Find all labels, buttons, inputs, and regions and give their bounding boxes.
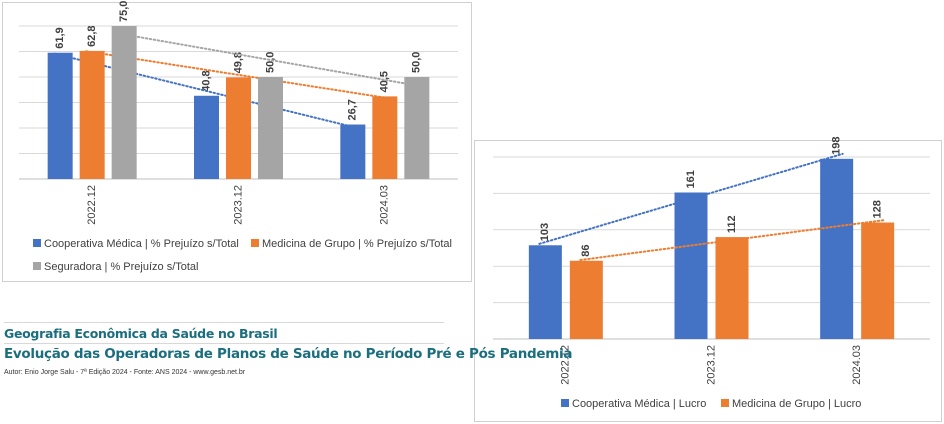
legend-swatch [251, 239, 259, 247]
x-tick-label: 2024.03 [379, 185, 391, 225]
trendline [538, 152, 844, 245]
x-tick-label: 2023.12 [232, 185, 244, 225]
data-label: 26,7 [347, 99, 359, 120]
data-label: 40,5 [379, 71, 391, 92]
data-label: 103 [539, 223, 551, 241]
legend-swatch [33, 262, 41, 270]
x-tick-label: 2022.12 [560, 345, 572, 385]
data-label: 62,8 [86, 25, 98, 46]
data-label: 50,0 [264, 52, 276, 73]
bar [111, 26, 137, 179]
bar [258, 77, 283, 179]
data-label: 161 [685, 170, 697, 188]
data-label: 49,8 [232, 52, 244, 73]
bar [715, 237, 749, 339]
trendline [53, 52, 360, 130]
bar [340, 124, 366, 179]
trendline [117, 32, 424, 88]
legend-entry: Cooperativa Médica | % Prejuízo s/Total [44, 238, 239, 250]
legend-entry: Seguradora | % Prejuízo s/Total [44, 261, 199, 273]
legend-swatch [561, 399, 569, 407]
bar [528, 245, 562, 339]
bar [194, 95, 219, 179]
legend-swatch [33, 239, 41, 247]
bar [569, 260, 603, 339]
chart-lucro-panel: 103 161 198 86 112 128 2022.12 2023.12 2024.03 Co… [474, 136, 942, 422]
caption-top-rule [4, 322, 444, 323]
x-tick-label: 2024.03 [851, 345, 863, 385]
legend-swatch [721, 399, 729, 407]
trendline [85, 50, 392, 100]
caption-title: Geografia Econômica da Saúde no Brasil [4, 326, 278, 341]
chart-prejuizo: 61,9 40,8 26,7 62,8 49,8 40,5 75,0 50,0 50,0 2022… [19, 1, 458, 273]
chart-prejuizo-panel: 61,9 40,8 26,7 62,8 49,8 40,5 75,0 50,0 50,0 2022… [2, 1, 472, 282]
x-tick-label: 2022.12 [86, 185, 98, 225]
data-label: 61,9 [54, 27, 66, 48]
caption-mid-rule [4, 343, 444, 344]
chart-lucro: 103 161 198 86 112 128 2022.12 2023.12 2024.03 Co… [493, 136, 930, 410]
bar [226, 77, 251, 179]
bar [404, 77, 430, 179]
data-label: 128 [872, 200, 884, 218]
bar [372, 96, 398, 179]
trendline [579, 219, 885, 262]
data-label: 198 [831, 136, 843, 154]
data-label: 112 [726, 215, 738, 233]
caption-subtitle: Evolução das Operadoras de Planos de Saú… [4, 346, 573, 362]
data-label: 50,0 [411, 52, 423, 73]
data-label: 86 [580, 244, 592, 256]
bar [820, 158, 854, 339]
legend-entry: Medicina de Grupo | % Prejuízo s/Total [262, 238, 452, 250]
data-label: 75,0 [118, 1, 130, 22]
bar [47, 52, 73, 179]
bar [861, 222, 895, 339]
bar [674, 192, 708, 339]
legend-entry: Cooperativa Médica | Lucro [572, 398, 706, 410]
bar [79, 50, 105, 179]
data-label: 40,8 [200, 70, 212, 91]
caption-author: Autor: Enio Jorge Salu - 7ª Edição 2024 … [4, 369, 246, 376]
legend-entry: Medicina de Grupo | Lucro [732, 398, 861, 410]
x-tick-label: 2023.12 [705, 345, 717, 385]
